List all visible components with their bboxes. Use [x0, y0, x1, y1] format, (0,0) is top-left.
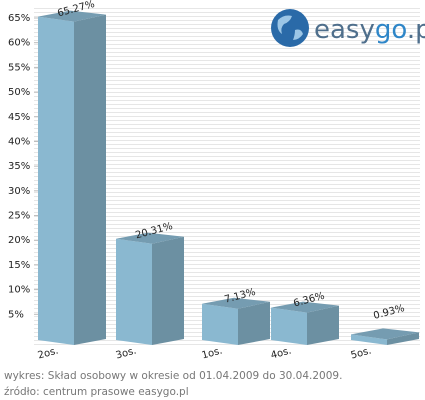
bar-top	[351, 328, 419, 340]
bar	[116, 232, 184, 345]
y-tick-label: 50%	[8, 87, 30, 98]
y-tick-label: 5%	[8, 309, 24, 320]
y-tick-label: 60%	[8, 38, 30, 49]
bar-front	[116, 238, 152, 345]
bar-top	[38, 10, 106, 22]
bar-side	[152, 236, 184, 345]
y-tick-label: 55%	[8, 62, 30, 73]
x-tick-label: 1os.	[201, 345, 224, 361]
bar-top	[271, 301, 339, 313]
bar-front	[202, 303, 238, 345]
y-tick-label: 40%	[8, 136, 30, 147]
bar	[351, 328, 419, 345]
bar	[271, 301, 339, 345]
y-tick-label: 25%	[8, 211, 30, 222]
y-tick-label: 15%	[8, 260, 30, 271]
bar-front	[38, 16, 74, 345]
bar-side	[387, 332, 419, 345]
x-tick-label: 2os.	[37, 345, 60, 361]
bar-side	[238, 301, 270, 345]
bar	[38, 10, 106, 345]
y-tick-label: 10%	[8, 285, 30, 296]
bar-front	[351, 334, 387, 345]
bar-front	[271, 307, 307, 345]
bar-top	[116, 232, 184, 244]
x-tick-label: 3os.	[115, 345, 138, 361]
x-tick-label: 5os.	[350, 345, 373, 361]
x-tick-label: 4os.	[270, 345, 293, 361]
logo-text: easygo.pl	[314, 15, 425, 45]
bar-side	[307, 305, 339, 345]
y-tick-label: 65%	[8, 13, 30, 24]
bar-side	[74, 14, 106, 345]
bar-top	[202, 297, 270, 309]
y-tick-label: 35%	[8, 161, 30, 172]
logo: easygo.pl	[271, 9, 425, 47]
y-tick-label: 45%	[8, 112, 30, 123]
source: źródło: centrum prasowe easygo.pl	[4, 386, 189, 398]
y-tick-label: 30%	[8, 186, 30, 197]
caption: wykres: Skład osobowy w okresie od 01.04…	[4, 370, 342, 382]
y-tick-label: 20%	[8, 235, 30, 246]
bar	[202, 297, 270, 345]
